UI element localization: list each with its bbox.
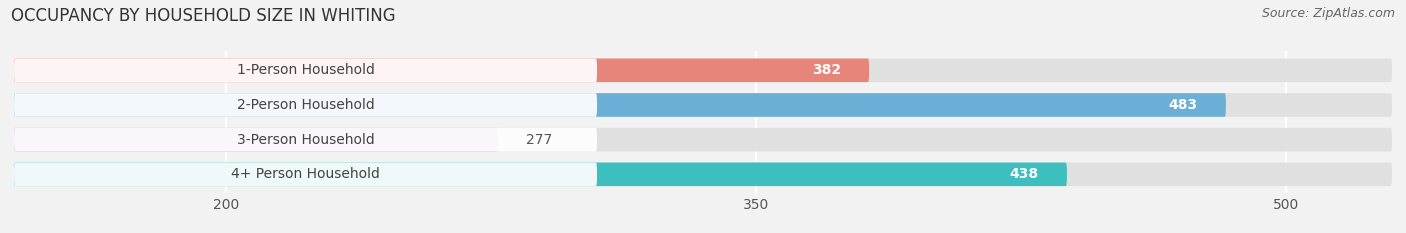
FancyBboxPatch shape xyxy=(14,58,1392,82)
FancyBboxPatch shape xyxy=(14,128,1392,151)
FancyBboxPatch shape xyxy=(14,163,1067,186)
FancyBboxPatch shape xyxy=(14,163,598,186)
FancyBboxPatch shape xyxy=(14,128,598,151)
FancyBboxPatch shape xyxy=(14,93,1226,117)
FancyBboxPatch shape xyxy=(14,58,869,82)
Text: Source: ZipAtlas.com: Source: ZipAtlas.com xyxy=(1261,7,1395,20)
Text: 4+ Person Household: 4+ Person Household xyxy=(231,167,380,181)
Text: 483: 483 xyxy=(1168,98,1198,112)
FancyBboxPatch shape xyxy=(14,58,598,82)
Text: 438: 438 xyxy=(1010,167,1039,181)
Text: 277: 277 xyxy=(526,133,553,147)
FancyBboxPatch shape xyxy=(14,163,1392,186)
Text: 1-Person Household: 1-Person Household xyxy=(236,63,374,77)
Text: OCCUPANCY BY HOUSEHOLD SIZE IN WHITING: OCCUPANCY BY HOUSEHOLD SIZE IN WHITING xyxy=(11,7,396,25)
Text: 3-Person Household: 3-Person Household xyxy=(236,133,374,147)
FancyBboxPatch shape xyxy=(14,93,1392,117)
Text: 382: 382 xyxy=(811,63,841,77)
Text: 2-Person Household: 2-Person Household xyxy=(236,98,374,112)
FancyBboxPatch shape xyxy=(14,128,498,151)
FancyBboxPatch shape xyxy=(14,93,598,117)
